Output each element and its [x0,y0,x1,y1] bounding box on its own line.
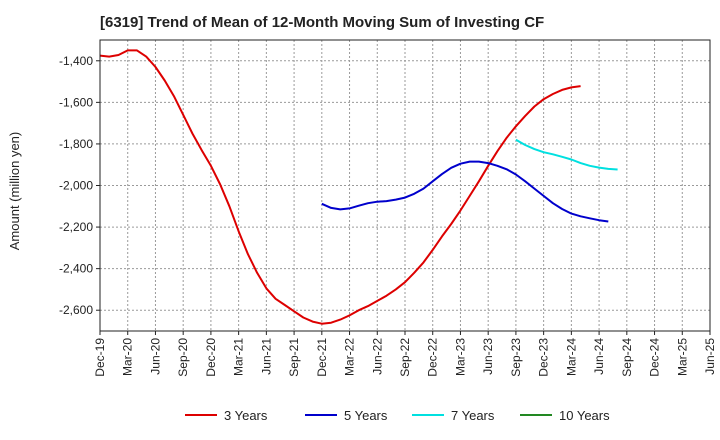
x-tick-label: Mar-25 [675,338,689,376]
legend-label-10-years: 10 Years [559,408,610,423]
x-tick-label: Mar-24 [564,338,578,376]
x-tick-label: Dec-22 [426,338,440,377]
series-lines [99,49,618,325]
x-tick-label: Sep-24 [620,338,634,377]
legend: 3 Years 5 Years 7 Years 10 Years [185,408,610,423]
x-tick-label: Jun-20 [148,338,162,375]
x-tick-label: Sep-23 [509,338,523,377]
x-tick-label: Jun-21 [259,338,273,375]
y-tick-label: -1,400 [59,54,93,68]
x-tick-label: Jun-24 [592,338,606,375]
x-tick-label: Jun-22 [370,338,384,375]
x-tick-label: Dec-23 [537,338,551,377]
plot-border [99,39,711,332]
x-tick-label: Sep-22 [398,338,412,377]
y-tick-label: -2,600 [59,303,93,317]
y-axis-ticks: -1,400 -1,600 -1,800 -2,000 -2,200 -2,400 -2,6… [59,54,100,317]
x-tick-label: Sep-20 [176,338,190,377]
y-tick-label: -2,000 [59,179,93,193]
x-axis-ticks: Dec-19 Mar-20 Jun-20 Sep-20 Dec-20 Mar-21 Jun-… [93,331,717,377]
x-tick-label: Mar-22 [343,338,357,376]
x-tick-label: Jun-25 [703,338,717,375]
legend-label-7-years: 7 Years [451,408,495,423]
series-line-7-years [515,138,618,171]
x-tick-label: Dec-21 [315,338,329,377]
x-tick-label: Dec-20 [204,338,218,377]
y-tick-label: -2,200 [59,220,93,234]
x-tick-label: Dec-19 [93,338,107,377]
x-tick-label: Jun-23 [481,338,495,375]
x-tick-label: Mar-23 [453,338,467,376]
y-tick-label: -1,800 [59,137,93,151]
legend-label-5-years: 5 Years [344,408,388,423]
y-axis-label: Amount (million yen) [7,132,22,251]
series-line-3-years [99,49,581,325]
y-tick-label: -1,600 [59,95,93,109]
x-tick-label: Dec-24 [648,338,662,377]
chart-title: [6319] Trend of Mean of 12-Month Moving … [100,14,544,31]
grid [99,40,711,331]
y-tick-label: -2,400 [59,262,93,276]
legend-label-3-years: 3 Years [224,408,268,423]
x-tick-label: Sep-21 [287,338,301,377]
series-line-5-years [321,160,609,223]
x-tick-label: Mar-20 [121,338,135,376]
x-tick-label: Mar-21 [232,338,246,376]
